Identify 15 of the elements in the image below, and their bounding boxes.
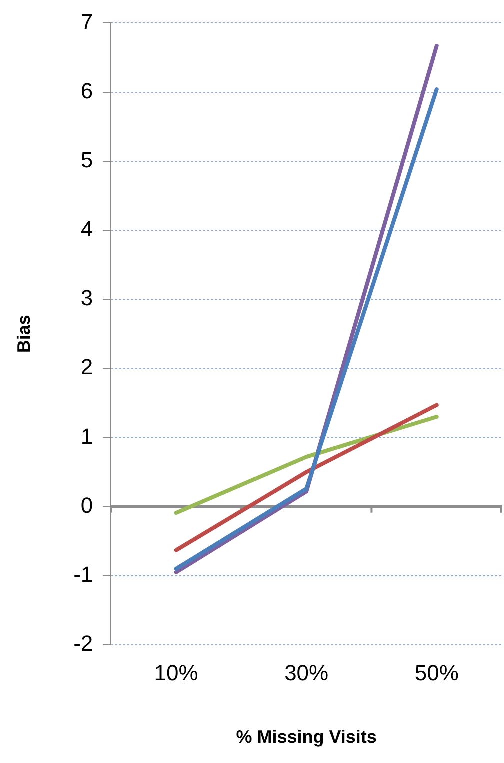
y-tick-label: -1 [74,562,94,587]
y-tick-label: 0 [80,492,94,518]
y-tick-label: -2 [74,631,94,656]
x-tick-label: 30% [284,660,329,686]
y-axis-title: Bias [14,315,34,354]
y-tick-label: 2 [80,354,94,380]
y-tick-label: 7 [80,9,94,34]
x-tick-label: 10% [154,660,198,686]
y-tick-label: 3 [80,286,94,311]
y-tick-label: 4 [80,216,94,242]
x-axis-title: % Missing Visits [236,727,377,748]
x-tick-label: 50% [414,660,459,686]
y-tick-label: 6 [80,78,94,104]
y-tick-label: 1 [80,424,94,449]
y-tick-label: 5 [80,147,94,172]
